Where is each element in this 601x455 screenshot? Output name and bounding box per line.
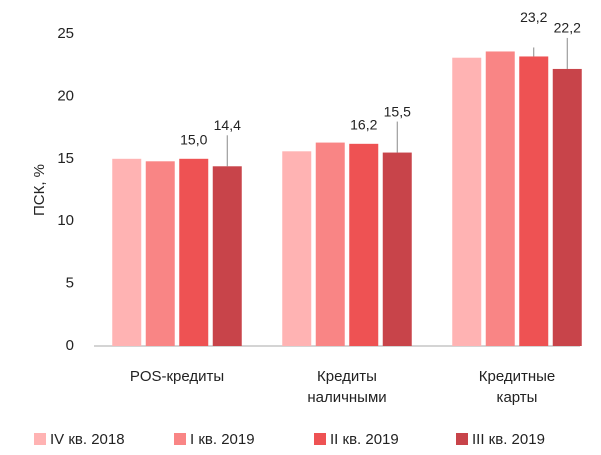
y-tick-label: 20 <box>57 87 74 104</box>
bar <box>452 57 482 346</box>
bar <box>315 142 345 346</box>
y-tick-label: 0 <box>66 337 74 354</box>
y-tick-label: 25 <box>57 25 74 42</box>
bar <box>349 143 379 346</box>
y-tick-label: 5 <box>66 275 74 292</box>
legend-label: III кв. 2019 <box>472 431 545 448</box>
data-label: 22,2 <box>554 20 581 36</box>
legend-label: II кв. 2019 <box>330 431 399 448</box>
bar <box>179 158 209 346</box>
x-tick-label: Кредитные карты <box>478 368 556 406</box>
data-label: 14,4 <box>214 117 241 133</box>
bar <box>282 151 312 346</box>
legend-label: IV кв. 2018 <box>50 431 125 448</box>
bar <box>552 68 582 346</box>
data-label: 23,2 <box>520 9 547 25</box>
y-axis-label: ПСК, % <box>31 164 48 216</box>
bar <box>112 158 142 346</box>
bar <box>212 166 242 346</box>
bar <box>485 51 515 347</box>
legend-swatch <box>34 433 46 445</box>
bar <box>145 161 175 346</box>
bar <box>382 152 412 346</box>
data-label: 15,0 <box>180 132 207 148</box>
y-tick-label: 15 <box>57 150 74 167</box>
legend-label: I кв. 2019 <box>190 431 255 448</box>
legend-swatch <box>456 433 468 445</box>
data-label: 15,5 <box>384 103 411 119</box>
legend-swatch <box>174 433 186 445</box>
y-tick-label: 10 <box>57 212 74 229</box>
x-tick-label: Кредиты наличными <box>307 368 387 406</box>
x-tick-label: POS-кредиты <box>129 368 225 385</box>
data-label: 16,2 <box>350 117 377 133</box>
bar <box>519 56 549 347</box>
legend-swatch <box>314 433 326 445</box>
